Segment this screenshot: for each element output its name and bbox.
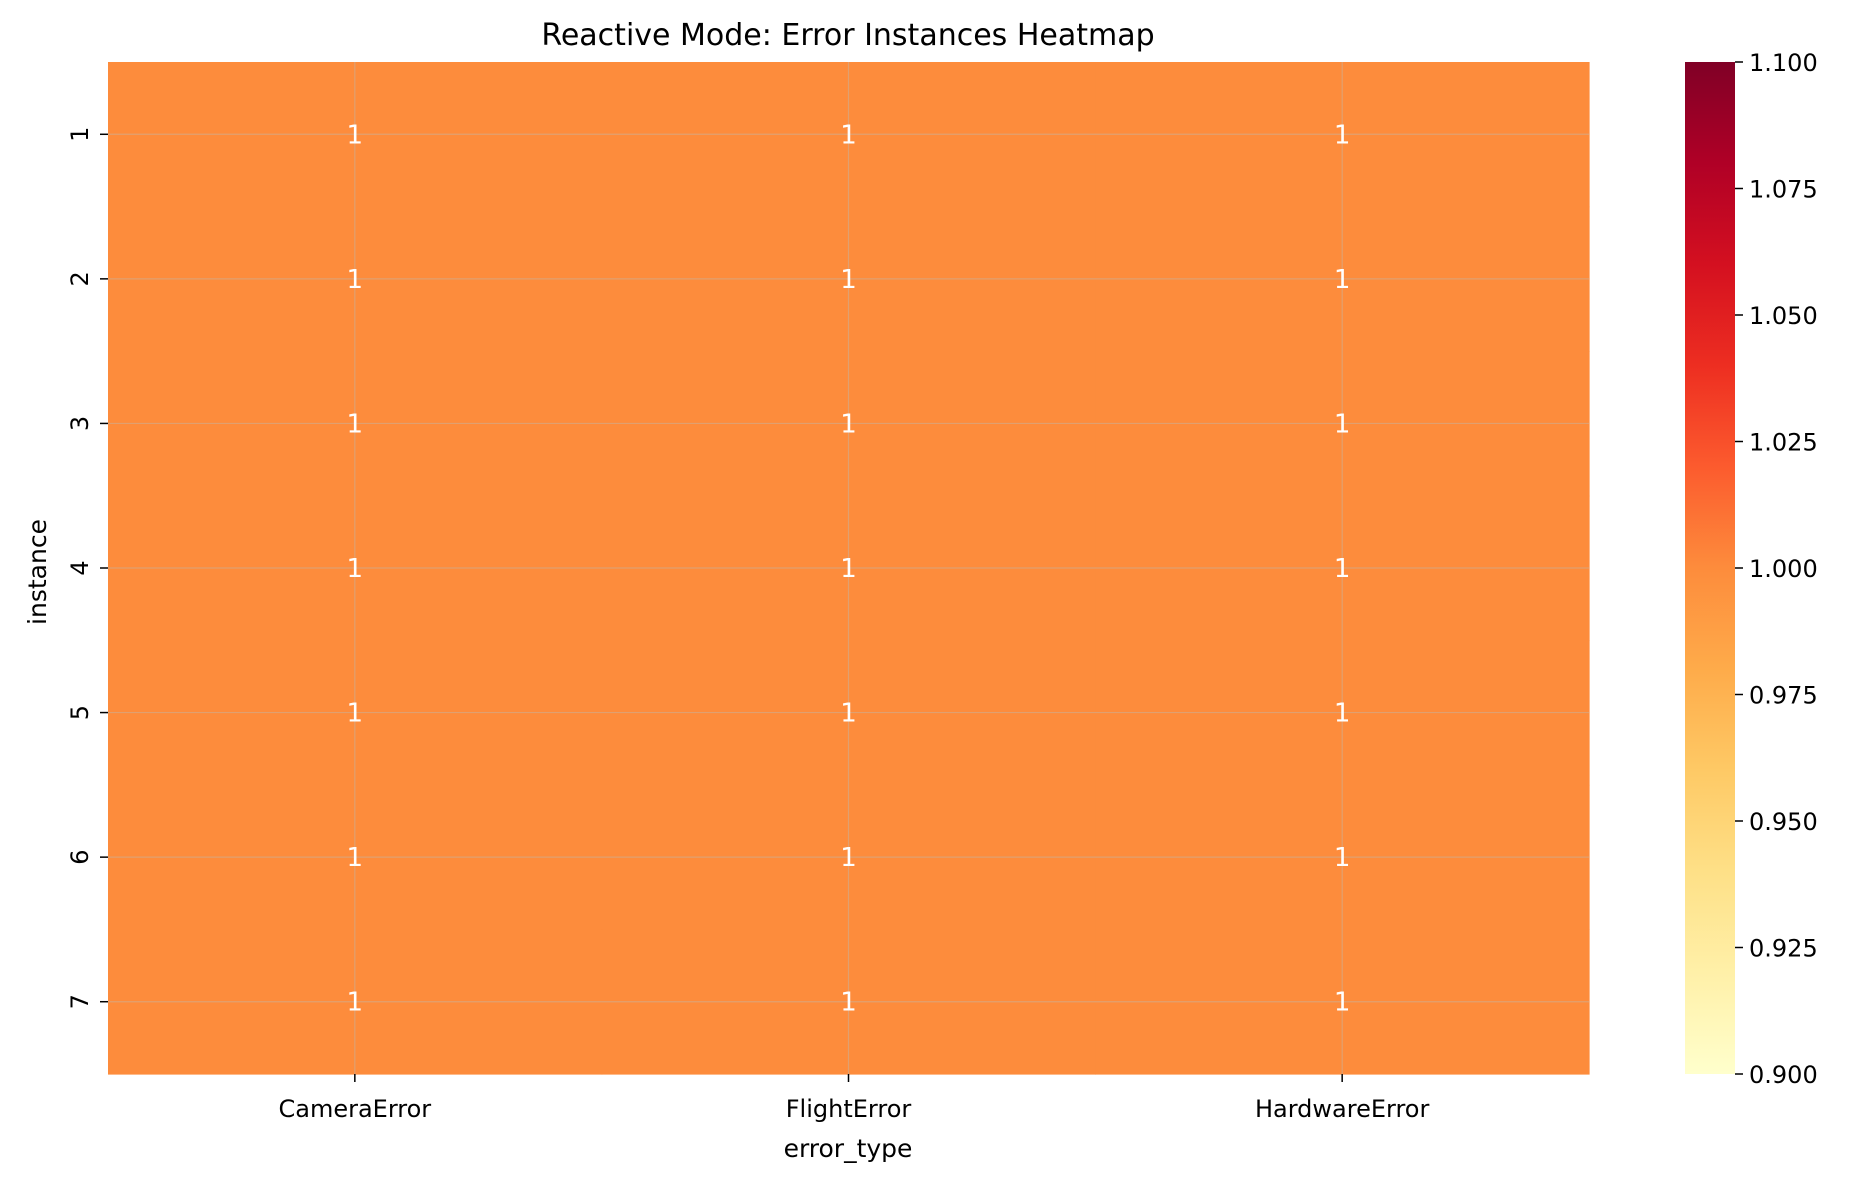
y-axis-label: instance (23, 519, 52, 625)
chart-title: Reactive Mode: Error Instances Heatmap (541, 18, 1154, 53)
y-axis-ticks: 1 2 3 4 5 6 7 (66, 127, 108, 1009)
y-tick-label: 5 (66, 705, 94, 720)
cell-annotation: 1 (840, 265, 857, 295)
colorbar-tick-label: 1.050 (1749, 302, 1818, 330)
colorbar-tick-label: 0.925 (1749, 935, 1818, 963)
cell-annotation: 1 (1334, 265, 1351, 295)
cell-annotation: 1 (347, 843, 364, 873)
cell-annotation: 1 (840, 988, 857, 1018)
cell-annotation: 1 (1334, 699, 1351, 729)
y-tick-label: 3 (66, 416, 94, 431)
cell-annotation: 1 (840, 409, 857, 439)
x-axis-label: error_type (784, 1134, 913, 1163)
colorbar-tick-label: 1.000 (1749, 555, 1818, 583)
cell-annotation: 1 (347, 265, 364, 295)
cell-annotation: 1 (347, 699, 364, 729)
y-tick-label: 1 (66, 127, 94, 142)
cell-annotation: 1 (1334, 554, 1351, 584)
colorbar-tick-label: 0.975 (1749, 682, 1818, 710)
cell-annotation: 1 (840, 699, 857, 729)
colorbar-tick-label: 0.900 (1749, 1061, 1818, 1089)
cell-annotation: 1 (1334, 120, 1351, 150)
colorbar-tick-label: 1.100 (1749, 49, 1818, 77)
colorbar-tick-label: 1.025 (1749, 429, 1818, 457)
cell-annotation: 1 (347, 988, 364, 1018)
y-tick-label: 4 (66, 560, 94, 575)
x-tick-label: HardwareError (1255, 1095, 1430, 1123)
x-axis-ticks: CameraError FlightError HardwareError (278, 1074, 1429, 1123)
colorbar-tick-label: 0.950 (1749, 808, 1818, 836)
cell-annotation: 1 (840, 554, 857, 584)
cell-annotation: 1 (347, 554, 364, 584)
x-tick-label: FlightError (786, 1095, 912, 1123)
colorbar-tick-label: 1.075 (1749, 176, 1818, 204)
x-tick-label: CameraError (278, 1095, 431, 1123)
cell-annotation: 1 (840, 120, 857, 150)
colorbar: 0.900 0.925 0.950 0.975 1.000 1.025 1.050 1.075… (1685, 49, 1818, 1089)
heatmap-area: 1 1 1 1 1 1 1 1 1 1 1 1 1 1 1 1 1 1 1 1 1 (108, 62, 1590, 1075)
colorbar-gradient (1685, 62, 1735, 1074)
cell-annotation: 1 (347, 409, 364, 439)
cell-annotation: 1 (347, 120, 364, 150)
cell-annotation: 1 (1334, 409, 1351, 439)
y-tick-label: 2 (66, 271, 94, 286)
y-tick-label: 6 (66, 850, 94, 865)
y-tick-label: 7 (66, 994, 94, 1009)
cell-annotation: 1 (1334, 843, 1351, 873)
cell-annotation: 1 (1334, 988, 1351, 1018)
cell-annotation: 1 (840, 843, 857, 873)
